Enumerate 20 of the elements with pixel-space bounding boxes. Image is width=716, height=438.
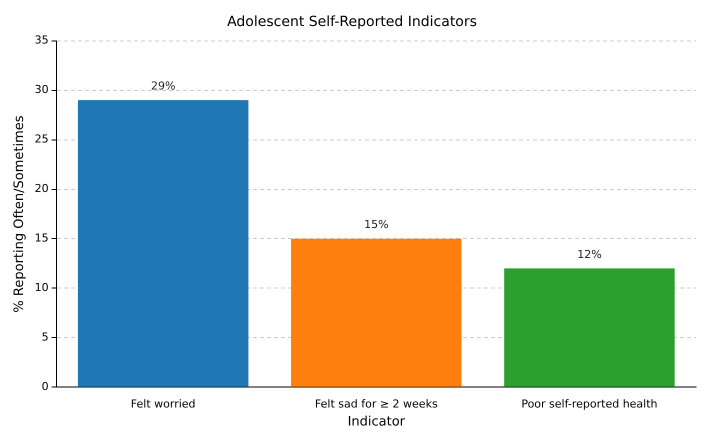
bar (78, 100, 248, 387)
chart-title: Adolescent Self-Reported Indicators (227, 14, 477, 30)
bar (504, 268, 675, 387)
y-tick-label: 25 (34, 132, 49, 146)
y-tick-label: 10 (34, 281, 49, 294)
bar (291, 238, 462, 387)
x-axis-title: Indicator (348, 414, 406, 430)
y-tick-label: 0 (42, 380, 49, 394)
y-tick-label: 20 (34, 182, 49, 196)
x-tick-label: Poor self-reported health (521, 398, 658, 411)
x-tick-label: Felt worried (130, 398, 196, 411)
x-tick-label: Felt sad for ≥ 2 weeks (314, 398, 438, 411)
y-tick-label: 15 (34, 232, 49, 245)
y-tick-label: 5 (42, 330, 49, 344)
y-tick-label: 30 (34, 83, 49, 96)
data-label: 29% (150, 80, 176, 93)
y-tick-label: 35 (34, 34, 49, 47)
data-label: 12% (577, 248, 602, 261)
data-label: 15% (364, 218, 389, 232)
y-axis-title: % Reporting Often/Sometimes (12, 115, 28, 313)
